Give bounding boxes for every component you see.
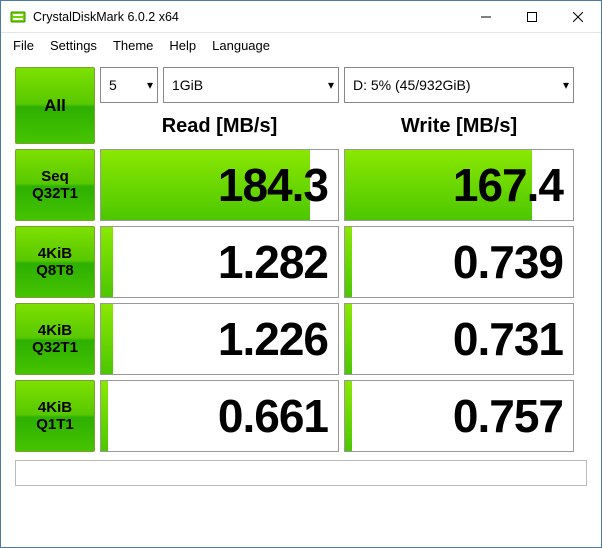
read-number: 184.3 [218, 158, 328, 212]
write-value-seq-q32t1: 167.4 [344, 149, 574, 221]
runs-value: 5 [109, 77, 117, 93]
window-title: CrystalDiskMark 6.0.2 x64 [33, 10, 463, 24]
status-bar [15, 460, 587, 486]
test-label-line2: Q1T1 [36, 416, 74, 433]
chevron-down-icon: ▾ [147, 78, 153, 92]
read-value-4k-q1t1: 0.661 [100, 380, 339, 452]
titlebar: CrystalDiskMark 6.0.2 x64 [1, 1, 601, 33]
write-number: 0.739 [453, 235, 563, 289]
app-window: CrystalDiskMark 6.0.2 x64 File Settings … [0, 0, 602, 548]
read-fill-bar [101, 304, 113, 374]
window-controls [463, 1, 601, 32]
menu-theme[interactable]: Theme [105, 36, 161, 55]
chevron-down-icon: ▾ [563, 78, 569, 92]
minimize-button[interactable] [463, 1, 509, 32]
write-number: 167.4 [453, 158, 563, 212]
read-value-4k-q8t8: 1.282 [100, 226, 339, 298]
test-label-line2: Q32T1 [32, 185, 78, 202]
write-header: Write [MB/s] [344, 108, 574, 144]
write-number: 0.731 [453, 312, 563, 366]
benchmark-grid: All 5 ▾ 1GiB ▾ D: 5% (45/932GiB) ▾ Read … [15, 67, 587, 452]
maximize-button[interactable] [509, 1, 555, 32]
test-label-line2: Q32T1 [32, 339, 78, 356]
test-label-line2: Q8T8 [36, 262, 74, 279]
read-header: Read [MB/s] [100, 108, 339, 144]
menubar: File Settings Theme Help Language [1, 33, 601, 57]
test-button-4k-q8t8[interactable]: 4KiB Q8T8 [15, 226, 95, 298]
read-number: 1.226 [218, 312, 328, 366]
chevron-down-icon: ▾ [328, 78, 334, 92]
runs-select[interactable]: 5 ▾ [100, 67, 158, 103]
write-value-4k-q8t8: 0.739 [344, 226, 574, 298]
read-fill-bar [101, 381, 108, 451]
drive-value: D: 5% (45/932GiB) [353, 77, 471, 93]
write-fill-bar [345, 381, 352, 451]
test-button-4k-q32t1[interactable]: 4KiB Q32T1 [15, 303, 95, 375]
write-fill-bar [345, 227, 352, 297]
test-label-line1: 4KiB [38, 322, 72, 339]
menu-file[interactable]: File [5, 36, 42, 55]
run-all-label: All [44, 96, 66, 116]
test-label-line1: 4KiB [38, 245, 72, 262]
test-label-line1: Seq [41, 168, 69, 185]
menu-help[interactable]: Help [161, 36, 204, 55]
menu-language[interactable]: Language [204, 36, 278, 55]
content-area: All 5 ▾ 1GiB ▾ D: 5% (45/932GiB) ▾ Read … [1, 57, 601, 547]
write-value-4k-q1t1: 0.757 [344, 380, 574, 452]
app-icon [9, 8, 27, 26]
test-button-seq-q32t1[interactable]: Seq Q32T1 [15, 149, 95, 221]
read-value-4k-q32t1: 1.226 [100, 303, 339, 375]
size-select[interactable]: 1GiB ▾ [163, 67, 339, 103]
test-button-4k-q1t1[interactable]: 4KiB Q1T1 [15, 380, 95, 452]
menu-settings[interactable]: Settings [42, 36, 105, 55]
drive-select[interactable]: D: 5% (45/932GiB) ▾ [344, 67, 574, 103]
write-number: 0.757 [453, 389, 563, 443]
run-all-button[interactable]: All [15, 67, 95, 144]
write-fill-bar [345, 304, 352, 374]
size-value: 1GiB [172, 77, 203, 93]
read-number: 1.282 [218, 235, 328, 289]
write-value-4k-q32t1: 0.731 [344, 303, 574, 375]
test-label-line1: 4KiB [38, 399, 72, 416]
close-button[interactable] [555, 1, 601, 32]
read-fill-bar [101, 227, 113, 297]
read-number: 0.661 [218, 389, 328, 443]
read-value-seq-q32t1: 184.3 [100, 149, 339, 221]
